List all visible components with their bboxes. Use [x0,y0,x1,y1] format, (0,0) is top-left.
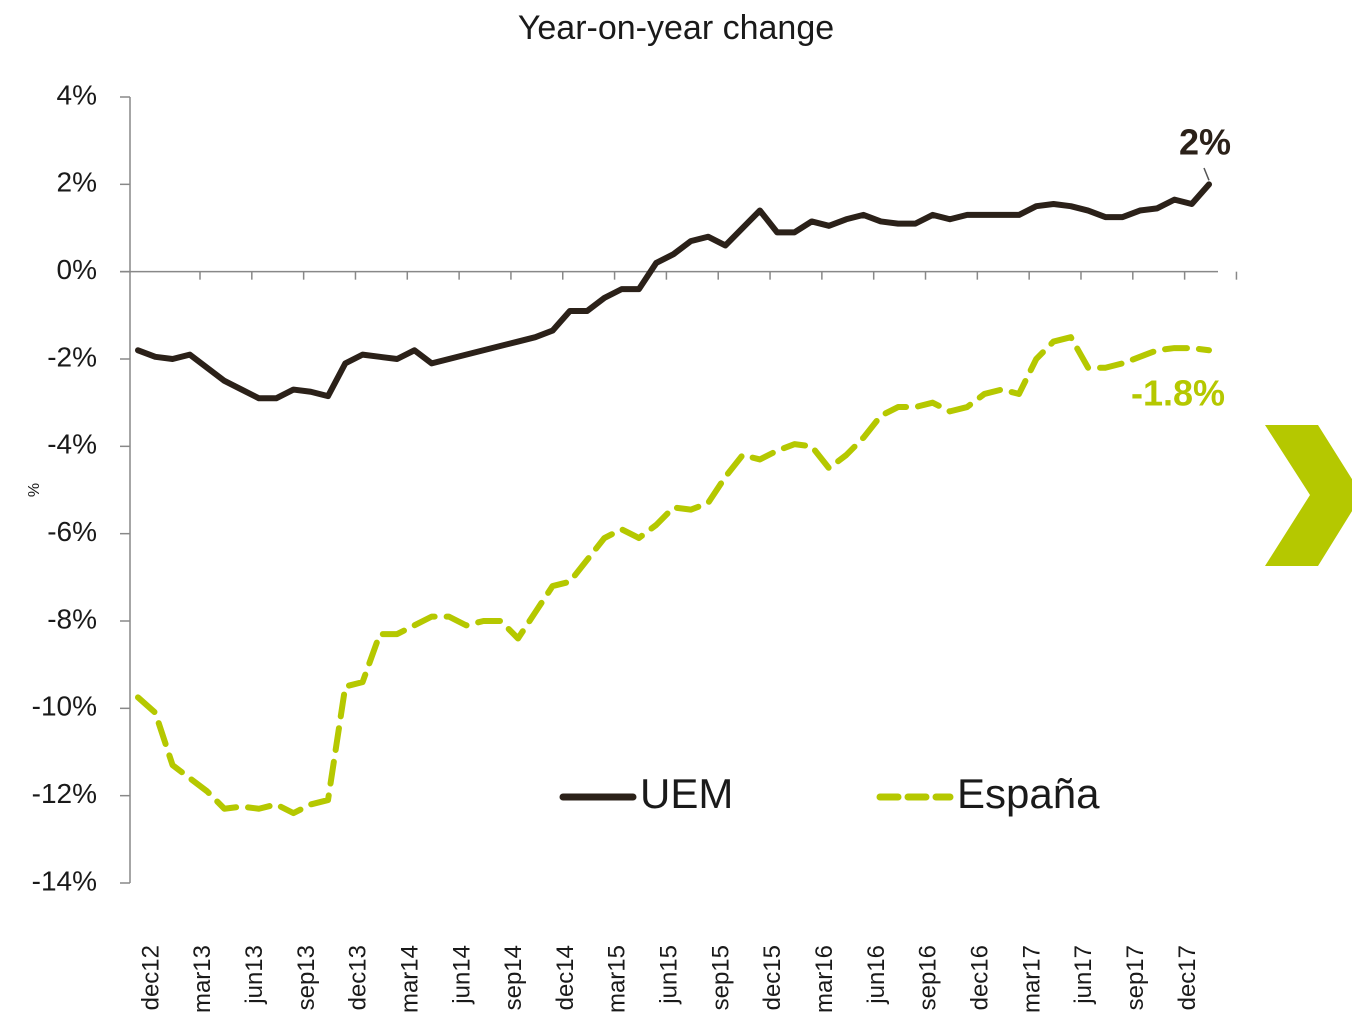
y-tick-label: -8% [47,603,97,634]
y-tick-label: 2% [57,167,97,198]
annotation: -1.8% [1131,373,1225,414]
x-tick-label: dec16 [967,945,994,1010]
x-tick-label: sep15 [707,945,734,1010]
y-tick-label: -6% [47,516,97,547]
x-tick-label: mar14 [396,945,423,1013]
x-tick-label: jun15 [656,945,683,1005]
x-tick-label: mar13 [189,945,216,1013]
chevron [1265,425,1352,566]
annotation: 2% [1179,122,1231,163]
x-tick-label: sep16 [915,945,942,1010]
x-tick-label: jun13 [241,945,268,1005]
x-tick-label: sep17 [1122,945,1149,1010]
x-tick-label: jun14 [448,945,475,1005]
annotation-leader [1203,167,1210,181]
chart-title: Year-on-year change [518,9,834,47]
y-axis-label: % [26,483,43,497]
x-tick-label: dec15 [759,945,786,1010]
x-tick-label: sep13 [293,945,320,1010]
x-tick-label: sep14 [500,945,527,1010]
y-tick-label: -10% [32,691,97,722]
x-tick-label: dec14 [552,945,579,1010]
x-tick-label: mar17 [1018,945,1045,1013]
series-line [135,181,1212,402]
y-tick-label: -12% [32,778,97,809]
y-tick-label: 4% [57,79,97,110]
x-tick-label: dec13 [345,945,372,1010]
y-tick-label: -2% [47,341,97,372]
x-tick-label: dec17 [1174,945,1201,1010]
series-line [135,334,1212,817]
x-tick-label: dec12 [137,945,164,1010]
y-tick-label: -4% [47,429,97,460]
x-tick-label: mar15 [604,945,631,1013]
legend-label: España [957,770,1100,817]
x-tick-label: jun16 [863,945,890,1005]
x-tick-label: mar16 [811,945,838,1013]
y-tick-label: -14% [32,865,97,896]
y-tick-label: 0% [57,254,97,285]
legend-label: UEM [640,770,733,817]
x-tick-label: jun17 [1070,945,1097,1005]
